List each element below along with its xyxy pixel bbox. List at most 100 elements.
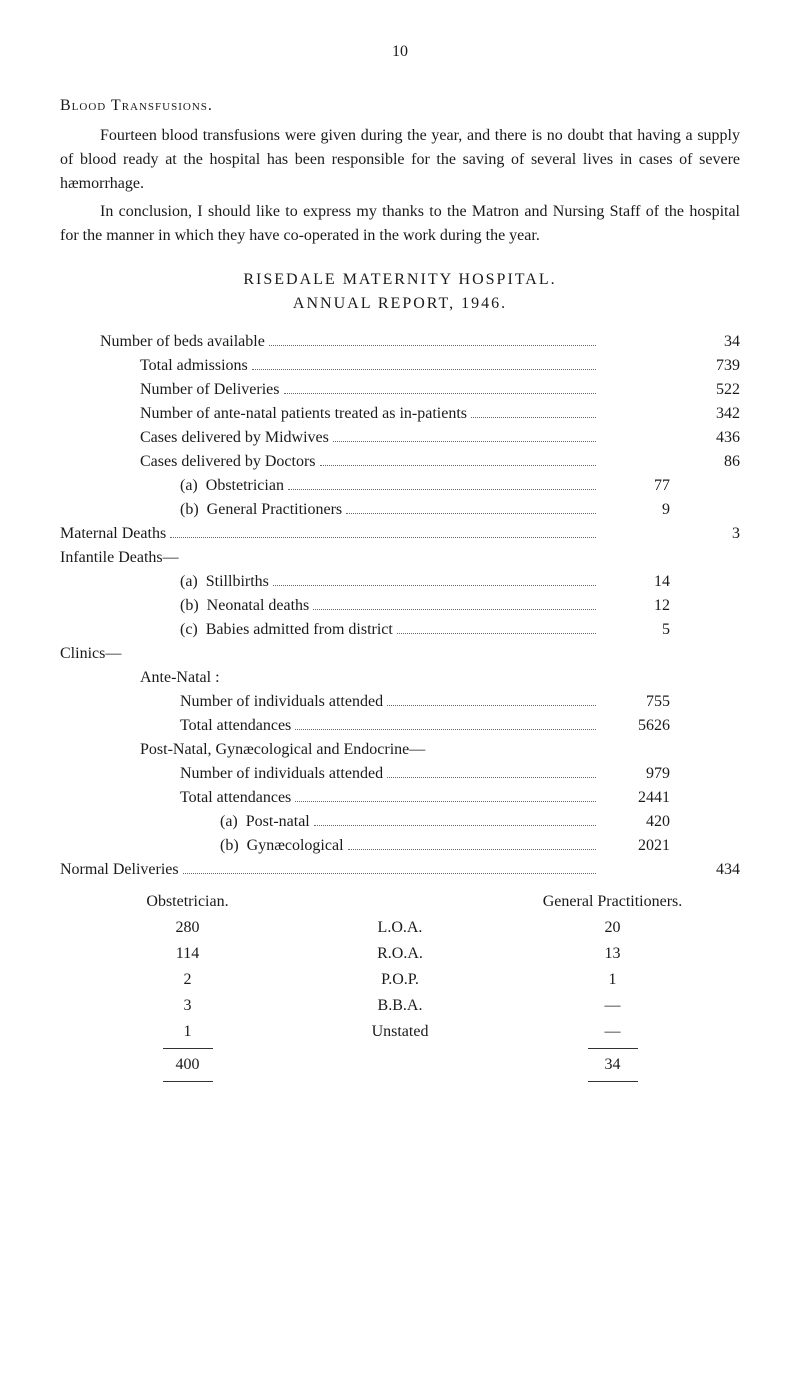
row-ante-natal: Number of ante-natal patients treated as… <box>60 402 740 426</box>
row-babies-admitted: (c) Babies admitted from district 5 <box>60 618 740 642</box>
label: (b) General Practitioners <box>180 498 342 522</box>
leader-dots <box>313 596 596 610</box>
rule-icon <box>163 1081 213 1082</box>
value: 3 <box>680 522 740 546</box>
leader-dots <box>284 380 596 394</box>
row-beds: Number of beds available 34 <box>60 330 740 354</box>
section-title: Blood Transfusions. <box>60 94 740 118</box>
row-pn-attendances: Total attendances 2441 <box>60 786 740 810</box>
label: Post-Natal, Gynæcological and Endocrine— <box>140 738 425 762</box>
table-head-mid <box>315 890 485 914</box>
table-total-mid <box>315 1053 485 1077</box>
label: Total attendances <box>180 714 291 738</box>
leader-dots <box>273 572 596 586</box>
leader-dots <box>269 332 596 346</box>
table-head-gp: General Practitioners. <box>485 890 740 914</box>
row-pn-a: (a) Post-natal 420 <box>60 810 740 834</box>
label: Number of Deliveries <box>140 378 280 402</box>
paragraph-1: Fourteen blood transfusions were given d… <box>60 124 740 196</box>
row-maternal: Maternal Deaths 3 <box>60 522 740 546</box>
table-cell: 20 <box>485 916 740 940</box>
value: 436 <box>680 426 740 450</box>
row-pn-individuals: Number of individuals attended 979 <box>60 762 740 786</box>
mid-value: 2441 <box>600 786 680 810</box>
label: (b) Gynæcological <box>220 834 344 858</box>
value: 342 <box>680 402 740 426</box>
row-pn-b: (b) Gynæcological 2021 <box>60 834 740 858</box>
rule-icon <box>588 1048 638 1049</box>
row-normal-deliveries: Normal Deliveries 434 <box>60 858 740 882</box>
row-midwives: Cases delivered by Midwives 436 <box>60 426 740 450</box>
label: (a) Post-natal <box>220 810 310 834</box>
table-cell: Unstated <box>315 1020 485 1044</box>
label: Number of individuals attended <box>180 690 383 714</box>
label: Cases delivered by Doctors <box>140 450 316 474</box>
mid-value: 5626 <box>600 714 680 738</box>
value: 739 <box>680 354 740 378</box>
row-infantile-head: Infantile Deaths— <box>60 546 740 570</box>
table-cell: 114 <box>60 942 315 966</box>
table-cell-empty <box>315 1079 485 1084</box>
table-rule <box>60 1079 315 1084</box>
row-admissions: Total admissions 739 <box>60 354 740 378</box>
report-subtitle: ANNUAL REPORT, 1946. <box>60 292 740 316</box>
row-obstetrician-a: (a) Obstetrician 77 <box>60 474 740 498</box>
leader-dots <box>170 524 596 538</box>
label: Total attendances <box>180 786 291 810</box>
table-cell: — <box>485 1020 740 1044</box>
mid-value: 755 <box>600 690 680 714</box>
label: Total admissions <box>140 354 248 378</box>
row-deliveries: Number of Deliveries 522 <box>60 378 740 402</box>
label: (c) Babies admitted from district <box>180 618 393 642</box>
table-cell: 3 <box>60 994 315 1018</box>
table-total-right: 34 <box>485 1053 740 1077</box>
label: Normal Deliveries <box>60 858 179 882</box>
page: 10 Blood Transfusions. Fourteen blood tr… <box>0 0 800 1144</box>
row-ante-natal-head: Ante-Natal : <box>60 666 740 690</box>
rule-icon <box>588 1081 638 1082</box>
table-cell: — <box>485 994 740 1018</box>
label: Number of individuals attended <box>180 762 383 786</box>
leader-dots <box>333 428 596 442</box>
mid-value: 14 <box>600 570 680 594</box>
mid-value: 420 <box>600 810 680 834</box>
table-cell-empty <box>315 1046 485 1051</box>
table-rule <box>485 1046 740 1051</box>
label: Cases delivered by Midwives <box>140 426 329 450</box>
mid-value: 2021 <box>600 834 680 858</box>
value: 522 <box>680 378 740 402</box>
leader-dots <box>471 404 596 418</box>
row-doctors: Cases delivered by Doctors 86 <box>60 450 740 474</box>
leader-dots <box>288 476 596 490</box>
leader-dots <box>320 452 596 466</box>
table-cell: 2 <box>60 968 315 992</box>
label: Maternal Deaths <box>60 522 166 546</box>
value: 86 <box>680 450 740 474</box>
row-an-individuals: Number of individuals attended 755 <box>60 690 740 714</box>
leader-dots <box>314 812 596 826</box>
table-cell: 13 <box>485 942 740 966</box>
table-cell: 280 <box>60 916 315 940</box>
mid-value: 5 <box>600 618 680 642</box>
mid-value: 77 <box>600 474 680 498</box>
value: 34 <box>680 330 740 354</box>
table-rule <box>485 1079 740 1084</box>
label: Number of beds available <box>100 330 265 354</box>
row-neonatal: (b) Neonatal deaths 12 <box>60 594 740 618</box>
leader-dots <box>346 500 596 514</box>
label: (a) Stillbirths <box>180 570 269 594</box>
normal-deliveries-table: Obstetrician. General Practitioners. 280… <box>60 890 740 1084</box>
value: 434 <box>680 858 740 882</box>
mid-value: 979 <box>600 762 680 786</box>
leader-dots <box>397 620 596 634</box>
table-cell: 1 <box>485 968 740 992</box>
leader-dots <box>348 836 596 850</box>
table-cell: L.O.A. <box>315 916 485 940</box>
table-cell: 1 <box>60 1020 315 1044</box>
rule-icon <box>163 1048 213 1049</box>
leader-dots <box>295 716 596 730</box>
report-title: RISEDALE MATERNITY HOSPITAL. <box>60 268 740 292</box>
label: (a) Obstetrician <box>180 474 284 498</box>
row-stillbirths: (a) Stillbirths 14 <box>60 570 740 594</box>
mid-value: 9 <box>600 498 680 522</box>
